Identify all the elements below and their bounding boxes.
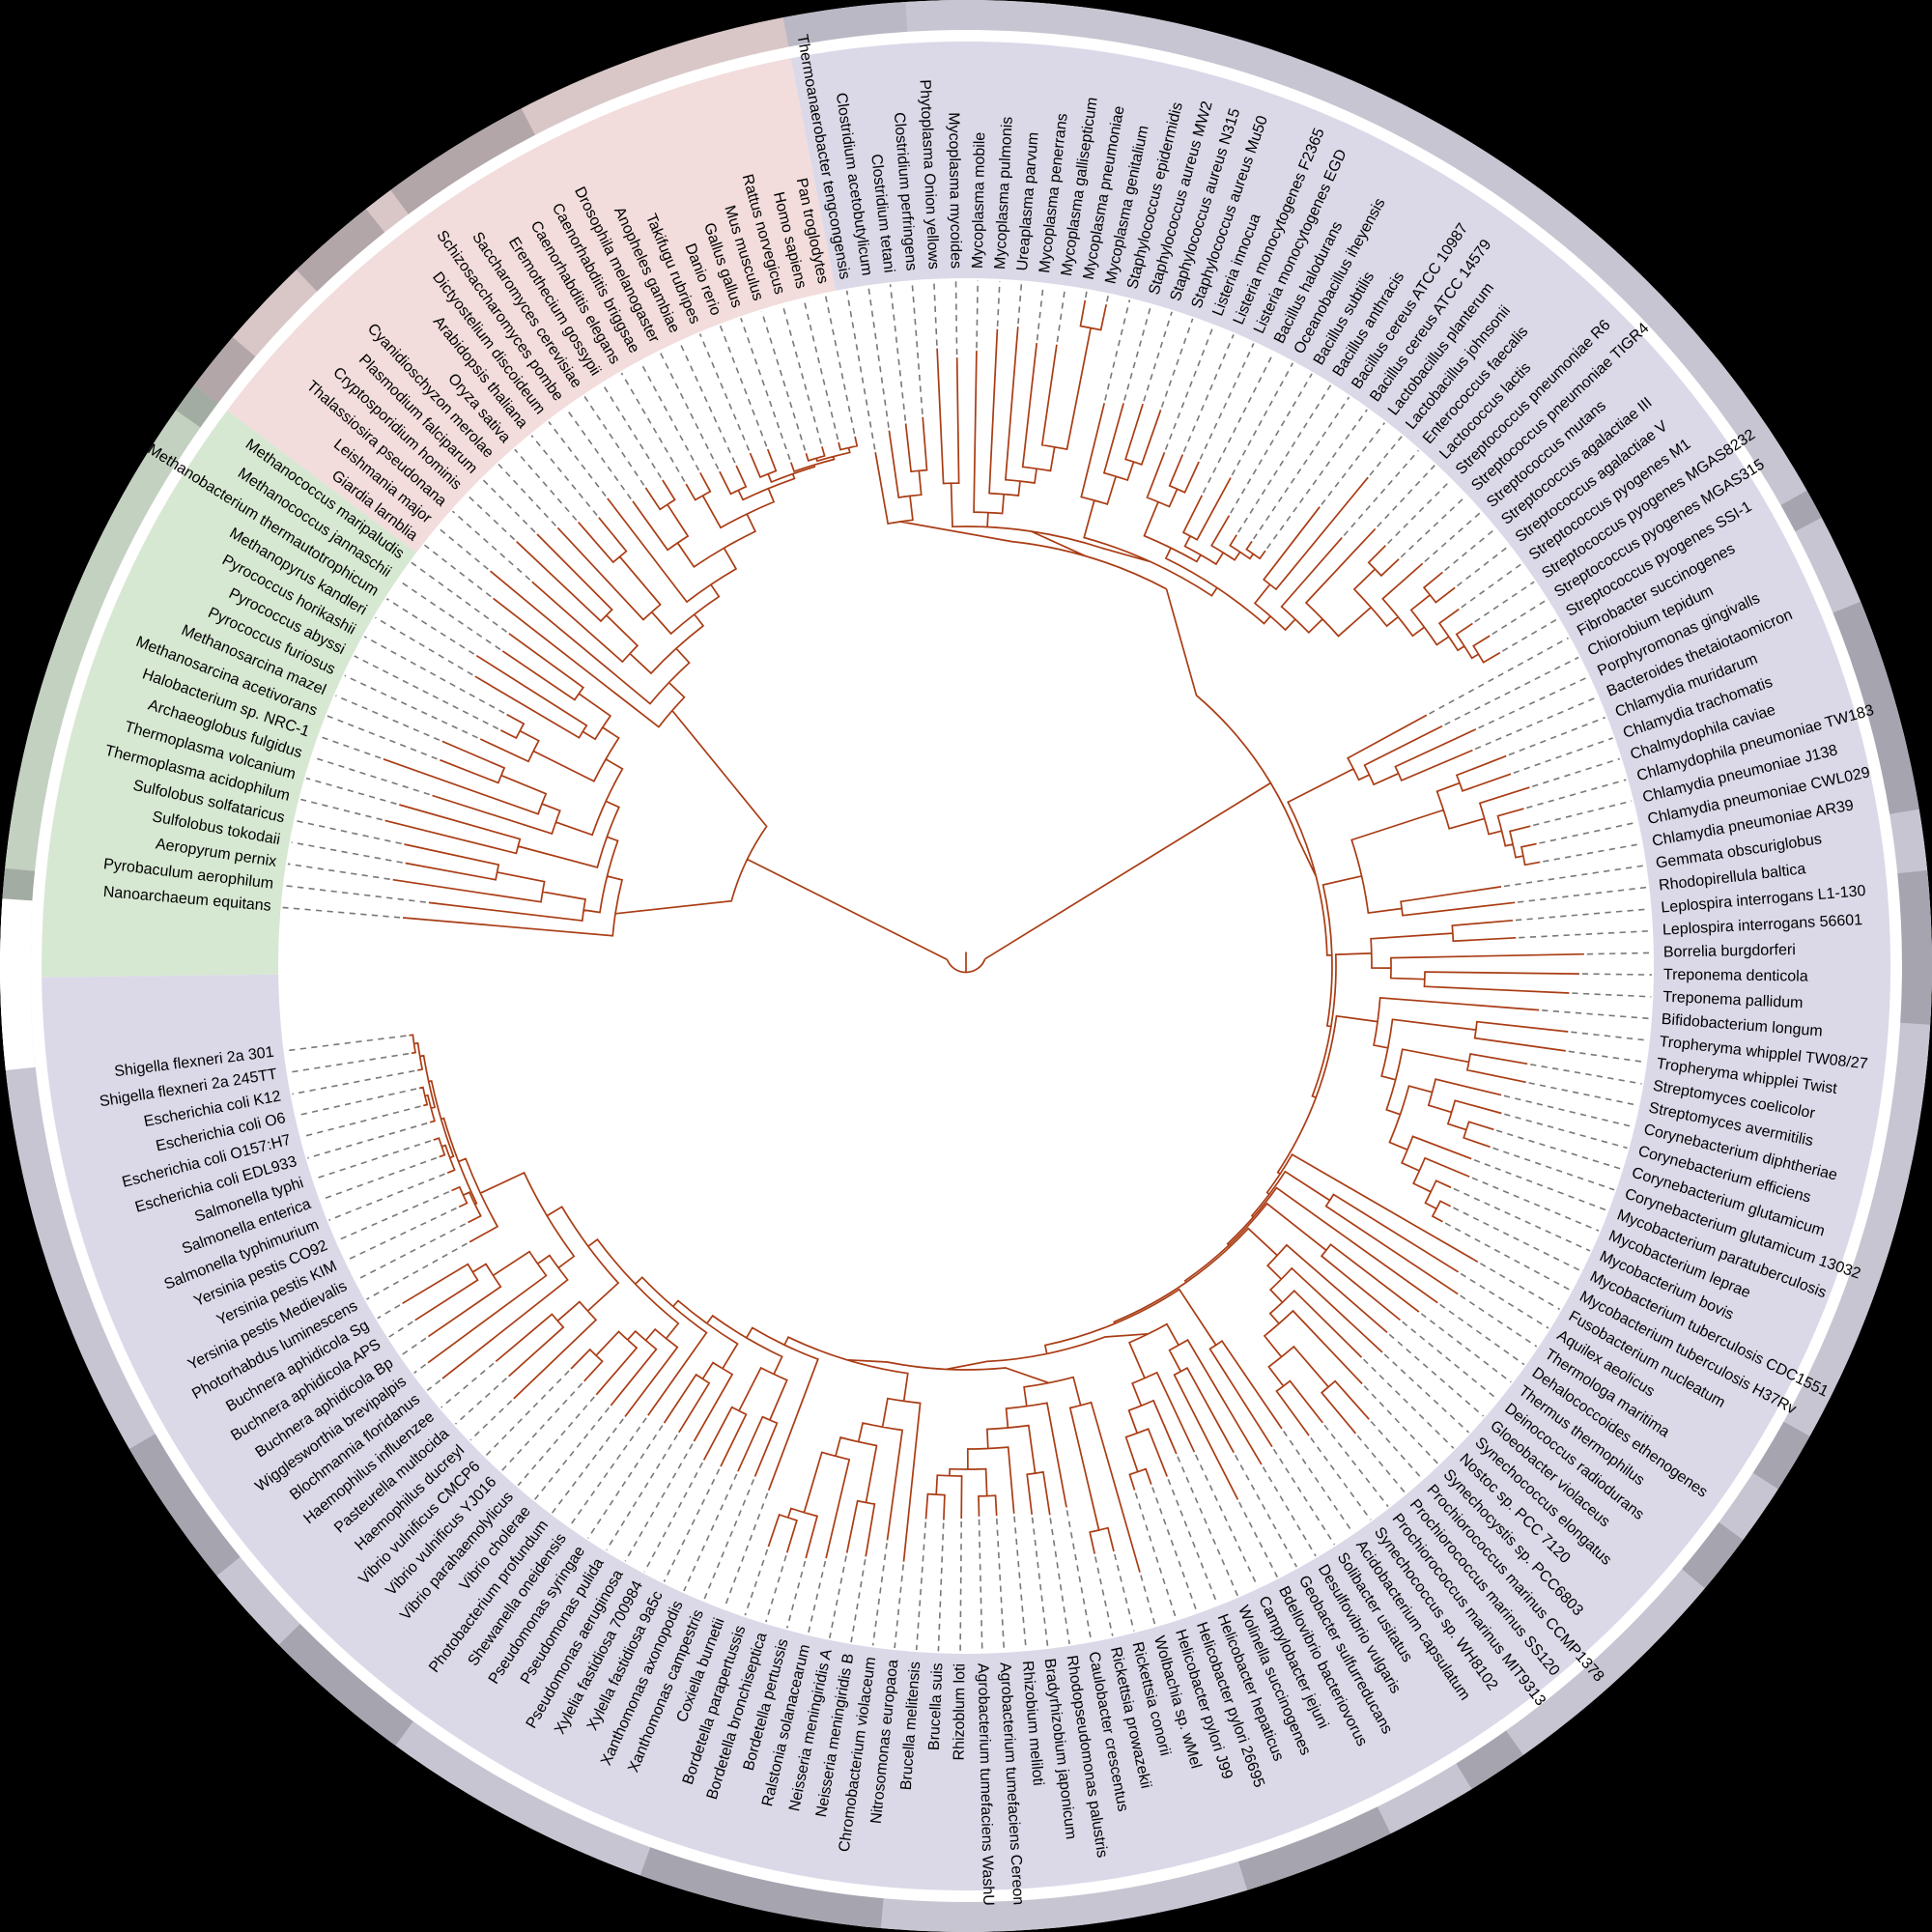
svg-text:Rhizoblum loti: Rhizoblum loti (952, 1663, 969, 1761)
svg-text:Treponema pallidum: Treponema pallidum (1662, 989, 1804, 1011)
svg-text:Mycoplasma mycoides: Mycoplasma mycoides (945, 112, 963, 269)
svg-text:Agrobacterium tumefaciens Wash: Agrobacterium tumefaciens WashU (975, 1663, 997, 1906)
svg-text:Mycoplasma mobile: Mycoplasma mobile (970, 131, 988, 269)
svg-text:Treponema denticola: Treponema denticola (1663, 967, 1808, 985)
svg-text:Borrelia burgdorferi: Borrelia burgdorferi (1663, 942, 1796, 961)
svg-text:Brucella suis: Brucella suis (926, 1662, 947, 1750)
